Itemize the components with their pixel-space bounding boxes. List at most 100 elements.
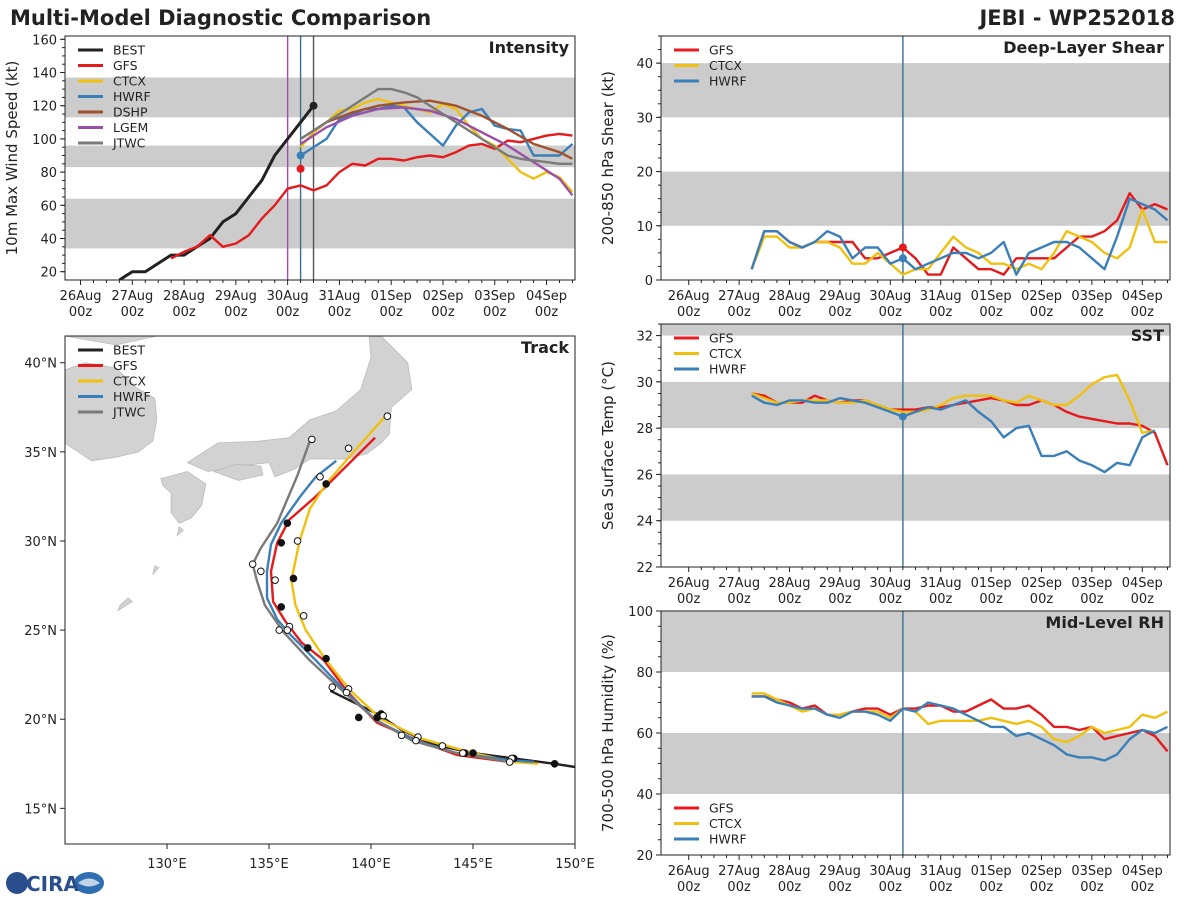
rh-legend-hwrf: HWRF	[709, 832, 747, 847]
shear-series-hwrf	[750, 197, 1169, 276]
sst-xtick-date: 26Aug	[668, 576, 710, 591]
rh-ytick-label: 40	[636, 788, 653, 803]
track-point-gfs	[322, 480, 330, 488]
shear-xtick-date: 03Sep	[1071, 289, 1112, 304]
shear-xtick-hour: 00z	[677, 305, 701, 320]
track-xtick-label: 140°E	[351, 857, 391, 872]
intensity-legend-gfs: GFS	[113, 58, 138, 73]
sst-legend-hwrf: HWRF	[709, 362, 747, 377]
rh-xtick-hour: 00z	[979, 880, 1003, 895]
track-point-ctcx	[379, 711, 388, 720]
intensity-band-0	[65, 198, 575, 249]
rh-xtick-hour: 00z	[879, 880, 903, 895]
shear-xtick-hour: 00z	[929, 305, 953, 320]
landmass-5	[117, 597, 133, 612]
intensity-plot-area	[65, 36, 575, 280]
logo-text: CIRA	[26, 872, 80, 896]
track-point-gfs	[277, 603, 286, 611]
landmass-2	[160, 471, 207, 524]
shear-marker-gfs	[898, 243, 907, 252]
shear-xtick-date: 30Aug	[869, 289, 911, 304]
track-point-hwrf	[505, 758, 514, 766]
sst-xtick-hour: 00z	[979, 592, 1003, 607]
shear-xtick-date: 01Sep	[971, 289, 1012, 304]
sst-xtick-hour: 00z	[1030, 592, 1054, 607]
track-legend-hwrf: HWRF	[113, 389, 151, 404]
intensity-xtick-hour: 00z	[224, 305, 248, 320]
rh-xtick-date: 29Aug	[819, 864, 861, 879]
track-series-best	[329, 689, 575, 769]
intensity-ytick-label: 160	[32, 33, 57, 48]
sst-ytick-label: 32	[636, 330, 653, 345]
rh-ytick-label: 80	[636, 666, 653, 681]
track-title: Track	[521, 338, 569, 357]
rh-xtick-date: 30Aug	[869, 864, 911, 879]
intensity-series-hwrf	[299, 104, 574, 157]
sst-xtick-date: 30Aug	[869, 576, 911, 591]
track-point-jtwc	[412, 736, 420, 745]
track-xtick-label: 135°E	[249, 857, 289, 872]
rh-band-0	[661, 733, 1170, 794]
rh-xtick-date: 26Aug	[668, 864, 710, 879]
shear-legend-hwrf: HWRF	[709, 74, 747, 89]
track-point-ctcx	[293, 537, 302, 545]
rh-series-hwrf	[751, 695, 1169, 762]
sst-series-ctcx	[751, 373, 1156, 434]
intensity-legend-best: BEST	[113, 43, 145, 58]
intensity-xtick-date: 26Aug	[60, 289, 102, 304]
intensity-xtick-date: 27Aug	[111, 289, 153, 304]
track-point-hwrf	[257, 567, 265, 576]
track-point-best	[469, 749, 477, 757]
intensity-ytick-label: 80	[40, 166, 57, 181]
shear-xtick-date: 28Aug	[769, 289, 811, 304]
track-point-ctcx	[344, 444, 353, 453]
shear-xtick-date: 26Aug	[668, 289, 710, 304]
track-point-ctcx	[299, 612, 308, 620]
intensity-xtick-hour: 00z	[328, 305, 352, 320]
track-point-jtwc	[283, 519, 292, 527]
intensity-xtick-hour: 00z	[121, 305, 145, 320]
sst-legend-gfs: GFS	[709, 331, 734, 346]
sst-plot-area	[661, 324, 1170, 567]
landmass-6	[152, 565, 160, 576]
intensity-panel: 2040608010012014016026Aug00z27Aug00z28Au…	[3, 33, 576, 320]
shear-ylabel: 200-850 hPa Shear (kt)	[599, 71, 617, 245]
landmass-7	[176, 525, 184, 537]
intensity-band-1	[65, 145, 575, 168]
intensity-band-2	[65, 77, 575, 118]
intensity-xtick-hour: 00z	[431, 305, 455, 320]
track-point-jtwc	[248, 560, 257, 568]
rh-band-1	[661, 611, 1170, 672]
track-xtick-label: 145°E	[453, 857, 493, 872]
intensity-series-best	[118, 104, 315, 280]
sst-title: SST	[1131, 326, 1164, 345]
sst-band-0	[661, 474, 1170, 521]
shear-ytick-label: 40	[636, 57, 653, 72]
sst-xtick-hour: 00z	[1131, 592, 1155, 607]
rh-xtick-date: 01Sep	[971, 864, 1012, 879]
rh-xtick-hour: 00z	[1131, 880, 1155, 895]
track-point-jtwc	[283, 626, 292, 634]
intensity-title: Intensity	[489, 38, 570, 57]
intensity-xtick-hour: 00z	[380, 305, 404, 320]
track-series-ctcx	[290, 415, 539, 765]
shear-series-ctcx	[750, 208, 1168, 276]
intensity-ytick-label: 120	[32, 100, 57, 115]
intensity-series-gfs	[170, 132, 573, 260]
landmass-4	[65, 336, 157, 346]
intensity-xtick-hour: 00z	[69, 305, 93, 320]
track-xtick-label: 150°E	[555, 857, 595, 872]
track-plot-area	[65, 336, 575, 769]
track-point-ctcx	[383, 412, 392, 421]
intensity-ytick-label: 60	[40, 199, 57, 214]
track-ytick-label: 20°N	[24, 713, 57, 728]
rh-legend-gfs: GFS	[709, 801, 734, 816]
intensity-xtick-hour: 00z	[535, 305, 559, 320]
shear-xtick-hour: 00z	[828, 305, 852, 320]
shear-xtick-hour: 00z	[879, 305, 903, 320]
sst-band-2	[661, 324, 1170, 336]
landmass-3	[65, 362, 158, 462]
track-ytick-label: 25°N	[24, 624, 57, 639]
intensity-xtick-date: 03Sep	[474, 289, 515, 304]
